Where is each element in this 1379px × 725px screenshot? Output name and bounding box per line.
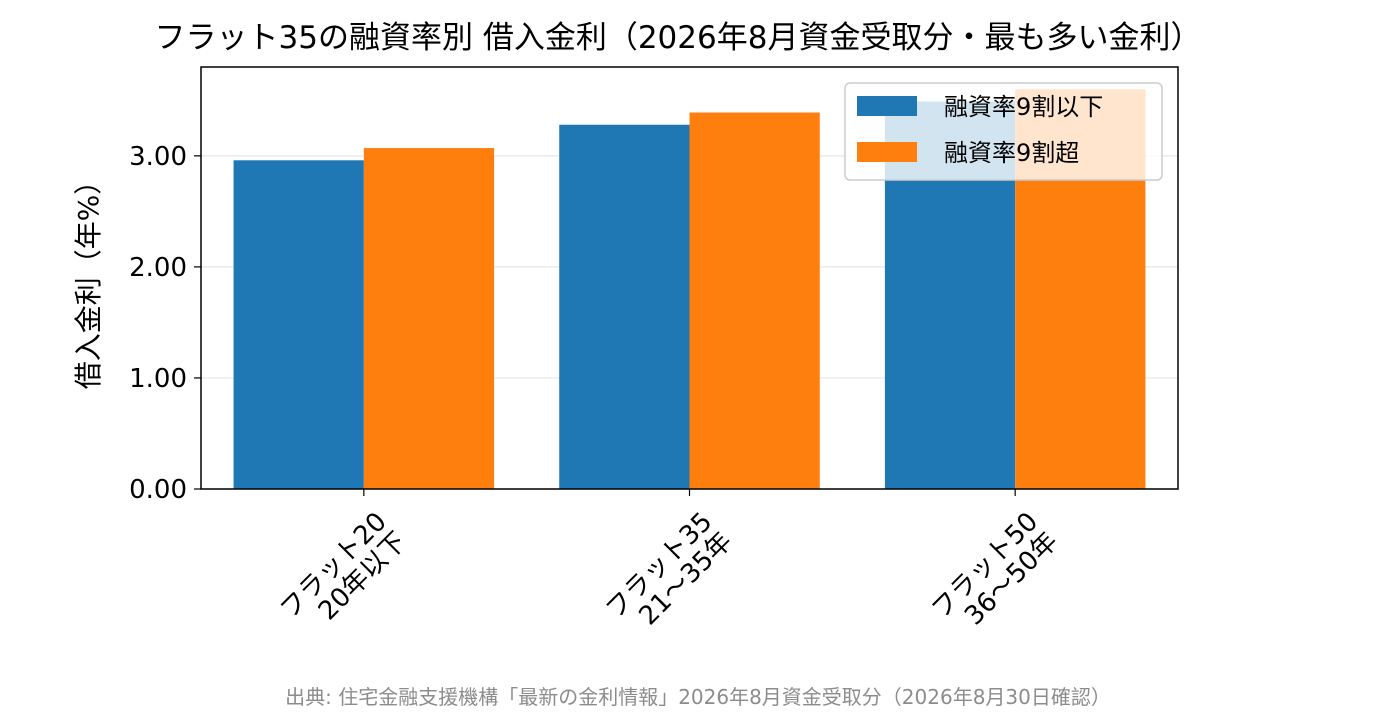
legend-label: 融資率9割以下 xyxy=(944,93,1103,121)
x-tick-label: フラット5036〜50年 xyxy=(926,507,1064,645)
bars xyxy=(233,89,1146,490)
bar xyxy=(233,160,364,489)
y-axis: 0.00 1.00 2.00 3.00 xyxy=(129,142,201,505)
legend-frame xyxy=(844,82,1163,181)
y-tick-label: 2.00 xyxy=(129,253,187,283)
bar xyxy=(363,148,495,489)
x-tick-label: フラット2020年以下 xyxy=(275,507,413,645)
legend-swatch xyxy=(857,142,917,162)
y-tick-label: 1.00 xyxy=(129,364,187,394)
x-axis: フラット2020年以下 フラット3521〜35年 フラット5036〜50年 xyxy=(275,489,1064,645)
bar xyxy=(689,112,820,489)
legend-label: 融資率9割超 xyxy=(944,139,1079,167)
bar xyxy=(559,124,690,489)
x-tick-label: フラット3521〜35年 xyxy=(600,507,738,645)
chart-title: フラット35の融資率別 借入金利（2026年8月資金受取分・最も多い金利） xyxy=(155,20,1202,56)
y-tick-label: 0.00 xyxy=(129,475,187,505)
legend-swatch xyxy=(857,96,917,116)
y-tick-label: 3.00 xyxy=(129,142,187,172)
source-note: 出典: 住宅金融支援機構「最新の金利情報」2026年8月資金受取分（2026年8… xyxy=(285,685,1111,709)
y-axis-label: 借入金利（年%） xyxy=(72,167,105,390)
